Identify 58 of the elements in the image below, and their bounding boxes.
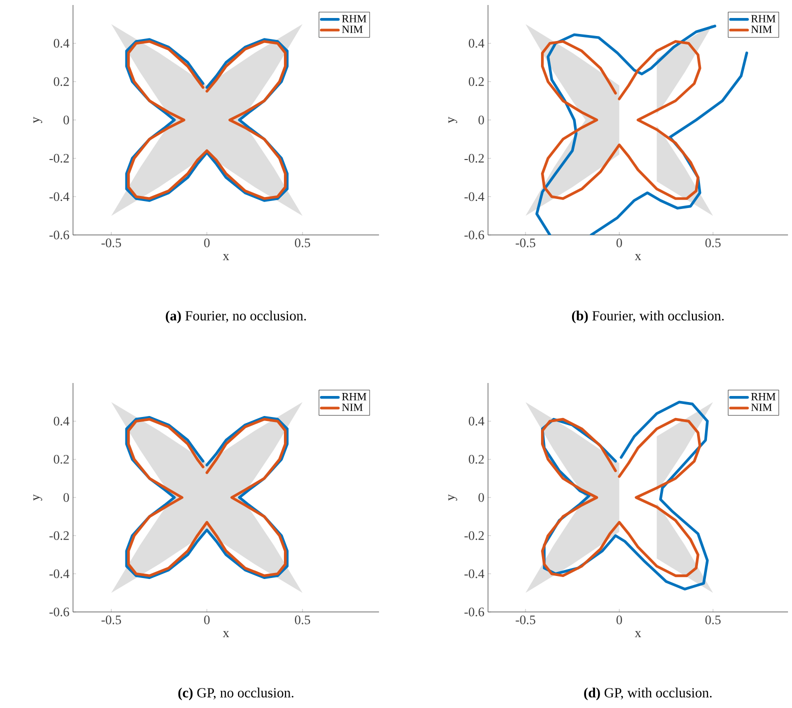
legend-label: NIM: [342, 404, 363, 411]
x-axis-title: x: [634, 631, 642, 638]
y-tick-label: -0.4: [464, 192, 484, 202]
y-tick-label: 0: [478, 116, 484, 124]
y-tick-label: 0.2: [54, 454, 69, 464]
y-tick-label: 0.2: [54, 77, 69, 86]
line-series: [541, 418, 702, 578]
y-tick-label: -0.4: [49, 192, 70, 202]
x-tick-label: -0.5: [516, 616, 536, 624]
y-tick-label: 0.2: [468, 454, 484, 464]
y-tick-label: -0.6: [464, 230, 484, 240]
y-tick-label: 0.4: [54, 38, 70, 48]
y-tick-label: -0.2: [464, 531, 484, 540]
x-tick-label: 0.5: [294, 616, 310, 624]
y-axis-title: y: [448, 116, 458, 124]
x-tick-label: 0.5: [294, 238, 310, 248]
y-tick-label: -0.2: [49, 531, 69, 540]
legend-label: NIM: [751, 26, 772, 33]
text: (d) GP, with occlusion.: [584, 688, 712, 700]
y-axis-title: y: [448, 494, 458, 501]
y-tick-label: -0.2: [464, 154, 484, 163]
x-axis-title: x: [222, 254, 230, 260]
y-axis-title: y: [33, 494, 42, 501]
y-tick-label: -0.4: [49, 569, 70, 578]
legend-label: NIM: [342, 26, 363, 33]
x-tick-label: -0.5: [516, 238, 536, 248]
x-tick-label: 0.5: [705, 238, 721, 248]
x-tick-label: 0: [616, 616, 622, 624]
y-tick-label: -0.4: [464, 569, 484, 578]
legend-label: RHM: [342, 15, 366, 22]
y-tick-label: 0.4: [468, 38, 484, 48]
text: (a) Fourier, no occlusion.: [166, 310, 306, 324]
x-tick-label: -0.5: [101, 616, 121, 624]
x-axis-title: x: [634, 254, 642, 260]
y-tick-label: -0.6: [464, 608, 484, 616]
y-tick-label: 0: [64, 116, 69, 124]
y-tick-label: -0.2: [49, 154, 69, 163]
y-tick-label: 0: [478, 493, 484, 502]
legend-label: RHM: [342, 393, 366, 400]
y-tick-label: 0.4: [468, 416, 484, 426]
text: (c) GP, no occlusion.: [178, 688, 294, 700]
legend-label: RHM: [751, 393, 776, 400]
x-tick-label: 0: [204, 616, 210, 624]
y-tick-label: -0.6: [49, 608, 70, 616]
y-tick-label: 0: [64, 493, 69, 502]
legend-label: RHM: [751, 15, 776, 22]
line-series: [541, 40, 702, 200]
y-axis-title: y: [33, 116, 42, 124]
x-tick-label: -0.5: [101, 238, 121, 248]
text: (b) Fourier, with occlusion.: [572, 310, 724, 324]
legend-label: NIM: [751, 404, 772, 411]
x-axis-title: x: [222, 631, 230, 638]
x-tick-label: 0: [616, 238, 622, 248]
y-tick-label: -0.6: [49, 230, 70, 240]
x-tick-label: 0: [204, 238, 210, 248]
x-tick-label: 0.5: [705, 616, 721, 624]
y-tick-label: 0.4: [54, 416, 70, 426]
y-tick-label: 0.2: [468, 77, 484, 86]
